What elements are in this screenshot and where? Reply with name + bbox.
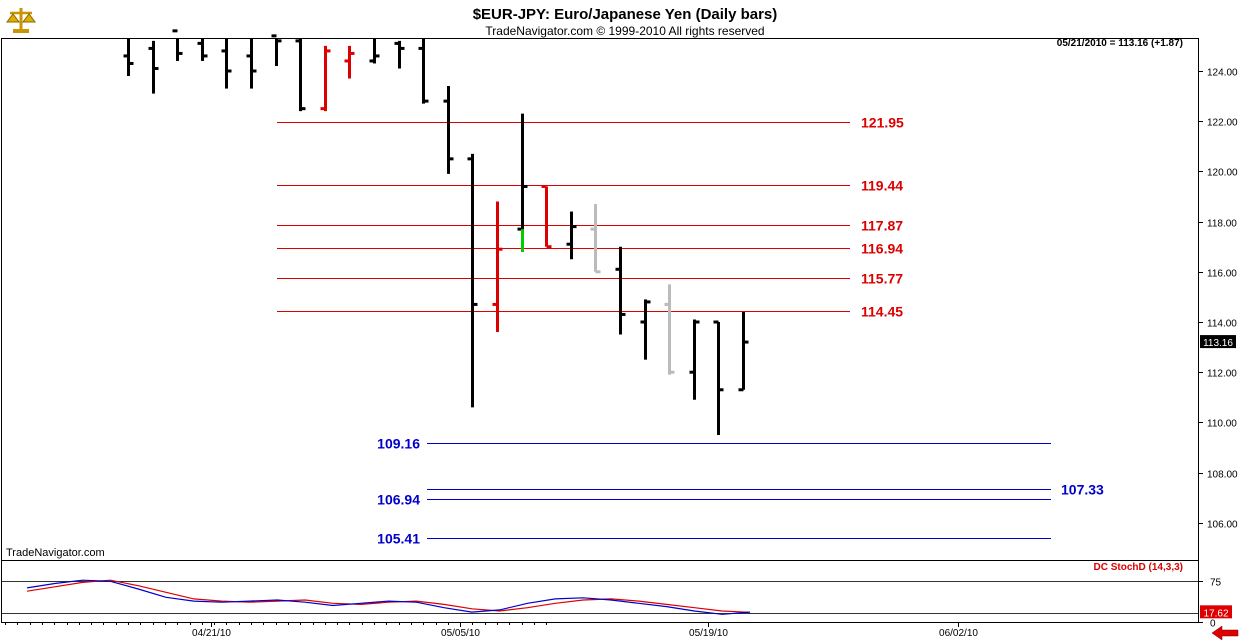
chart-title: $EUR-JPY: Euro/Japanese Yen (Daily bars) xyxy=(473,6,778,23)
chart-subtitle: TradeNavigator.com © 1999-2010 All right… xyxy=(485,24,764,38)
y-tick-label: 120.00 xyxy=(1207,168,1238,179)
svg-text:113.16: 113.16 xyxy=(1203,338,1233,349)
price-bar xyxy=(148,40,159,94)
y-tick-label: 124.00 xyxy=(1207,68,1238,79)
price-bar xyxy=(418,39,429,104)
price-bar xyxy=(369,39,380,64)
x-tick-label: 05/05/10 xyxy=(441,628,480,639)
y-tick-label: 112.00 xyxy=(1207,369,1237,380)
price-bar xyxy=(320,45,331,112)
price-bar xyxy=(271,34,282,66)
price-bar xyxy=(492,201,503,333)
level-label-8: 106.94 xyxy=(377,492,420,508)
y-tick-label: 114.00 xyxy=(1207,319,1237,330)
price-bar xyxy=(467,153,478,408)
price-bar xyxy=(541,184,552,249)
price-bar xyxy=(590,204,601,274)
stoch-d-line xyxy=(26,579,751,613)
scroll-right-arrow-icon[interactable] xyxy=(1211,625,1239,641)
level-label-4: 115.77 xyxy=(861,271,903,287)
scales-icon xyxy=(6,4,36,34)
level-label-5: 114.45 xyxy=(861,304,903,320)
last-price-tag: 113.16 xyxy=(1200,335,1236,349)
price-bar xyxy=(197,39,208,61)
watermark: TradeNavigator.com xyxy=(6,547,105,559)
price-bar xyxy=(123,39,134,77)
price-bar xyxy=(615,246,626,335)
price-axis: 124.00 122.00 120.00 118.00 116.00 114.00 112.… xyxy=(1198,68,1238,531)
level-label-6: 109.16 xyxy=(377,436,420,452)
price-bar xyxy=(295,39,306,112)
stoch-k-line xyxy=(26,579,751,615)
indicator-tick-label: 75 xyxy=(1210,578,1222,589)
indicator-name: DC StochD (14,3,3) xyxy=(1094,562,1183,573)
y-tick-label: 116.00 xyxy=(1207,269,1237,280)
y-tick-label: 118.00 xyxy=(1207,219,1237,230)
last-price-info: 05/21/2010 = 113.16 (+1.87) xyxy=(1057,38,1183,49)
x-tick-label: 04/21/10 xyxy=(192,628,231,639)
levels-layer: 121.95 119.44 117.87 116.94 115.77 114.45 109.… xyxy=(277,115,1104,547)
price-bar xyxy=(689,319,700,400)
price-bar xyxy=(640,299,651,360)
price-bar xyxy=(713,320,724,435)
y-tick-label: 122.00 xyxy=(1207,118,1238,129)
price-bar xyxy=(344,45,355,79)
level-label-7: 107.33 xyxy=(1061,482,1104,498)
y-tick-label: 110.00 xyxy=(1207,419,1237,430)
price-bar xyxy=(394,40,405,69)
price-bar xyxy=(664,284,675,375)
price-bars xyxy=(123,29,749,435)
level-label-3: 116.94 xyxy=(861,241,903,257)
main-panel-frame xyxy=(1,38,1199,561)
price-bar xyxy=(566,211,577,260)
level-label-1: 119.44 xyxy=(861,178,903,194)
level-label-9: 105.41 xyxy=(377,531,420,547)
level-label-2: 117.87 xyxy=(861,218,903,234)
y-tick-label: 106.00 xyxy=(1207,520,1238,531)
price-bar xyxy=(172,29,183,61)
price-bar xyxy=(738,311,749,392)
indicator-value-tag: 17.62 xyxy=(1200,605,1232,619)
logo xyxy=(6,4,36,34)
x-tick-label: 05/19/10 xyxy=(689,628,728,639)
time-axis: 04/21/10 05/05/10 05/19/10 06/02/10 xyxy=(5,622,978,639)
indicator-tick-label: 0 xyxy=(1210,619,1216,630)
x-tick-label: 06/02/10 xyxy=(939,628,978,639)
price-bar xyxy=(246,39,257,89)
level-label-0: 121.95 xyxy=(861,115,904,131)
svg-text:17.62: 17.62 xyxy=(1203,608,1228,619)
stochastic-indicator: 75 0 xyxy=(2,578,1222,630)
y-tick-label: 108.00 xyxy=(1207,470,1238,481)
price-bar xyxy=(221,39,232,89)
price-bar xyxy=(443,86,454,174)
